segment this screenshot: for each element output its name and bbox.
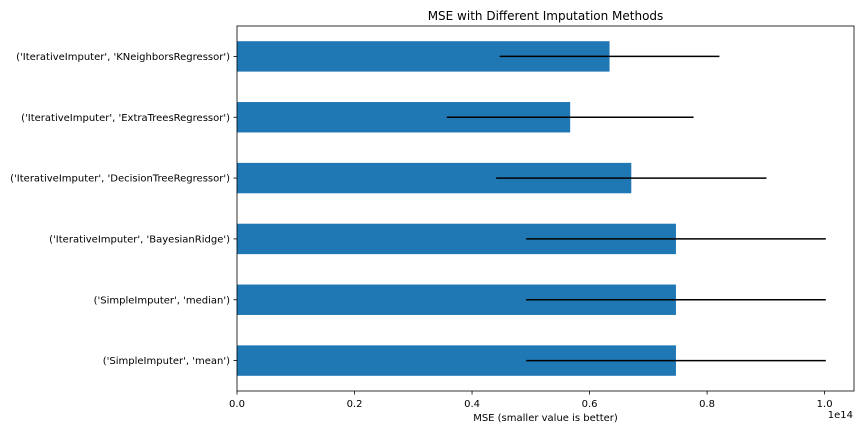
- y-tick-label: ('IterativeImputer', 'KNeighborsRegresso…: [16, 52, 230, 63]
- plot-frame: [236, 25, 855, 392]
- y-tick-label: ('IterativeImputer', 'DecisionTreeRegres…: [10, 174, 230, 185]
- y-tick-label: ('SimpleImputer', 'mean'): [103, 356, 230, 367]
- x-tick-label: 0.2: [347, 399, 363, 410]
- x-tick-label: 0.0: [229, 399, 245, 410]
- x-tick-label: 0.8: [699, 399, 715, 410]
- x-tick-label: 0.4: [464, 399, 480, 410]
- errorbars-layer: [446, 55, 826, 362]
- y-tick-label: ('IterativeImputer', 'ExtraTreesRegresso…: [21, 113, 230, 124]
- x-tick-label: 0.6: [582, 399, 598, 410]
- x-axis-scale-label: 1e14: [828, 410, 853, 421]
- chart-title: MSE with Different Imputation Methods: [428, 9, 664, 23]
- axes-layer: ('SimpleImputer', 'mean') ('SimpleImputer…: [10, 25, 855, 410]
- x-tick-label: 1.0: [817, 399, 833, 410]
- y-tick-label: ('SimpleImputer', 'median'): [94, 295, 230, 306]
- y-tick-label: ('IterativeImputer', 'BayesianRidge'): [49, 234, 230, 245]
- x-axis-label: MSE (smaller value is better): [473, 413, 618, 424]
